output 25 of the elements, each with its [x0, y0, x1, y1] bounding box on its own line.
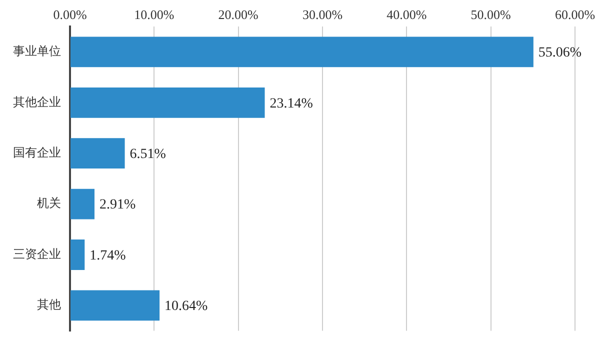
x-tick-label: 60.00%	[554, 7, 596, 22]
bar	[70, 87, 265, 118]
y-tick-label: 机关	[37, 196, 61, 210]
y-tick-label: 事业单位	[13, 44, 61, 58]
y-tick-label: 国有企业	[13, 145, 61, 160]
x-tick-label: 10.00%	[134, 7, 174, 22]
bar	[70, 188, 94, 220]
data-label: 2.91%	[99, 198, 136, 213]
bar	[70, 240, 85, 270]
data-label: 23.14%	[270, 96, 314, 112]
bar	[70, 36, 534, 68]
x-tick-label: 50.00%	[470, 7, 512, 22]
data-label: 55.06%	[538, 46, 582, 61]
data-label: 1.74%	[90, 248, 126, 264]
y-tick-label: 其他	[37, 298, 61, 312]
bar	[70, 290, 160, 321]
data-label: 10.64%	[164, 299, 208, 314]
x-tick-label: 40.00%	[386, 7, 427, 22]
x-tick-label: 20.00%	[218, 7, 259, 22]
bar	[70, 138, 125, 169]
data-label: 6.51%	[130, 147, 166, 162]
y-tick-label: 其他企业	[13, 94, 61, 109]
y-tick-label: 三资企业	[13, 246, 61, 261]
x-tick-label: 30.00%	[302, 7, 343, 22]
x-tick-label: 0.00%	[53, 7, 87, 22]
